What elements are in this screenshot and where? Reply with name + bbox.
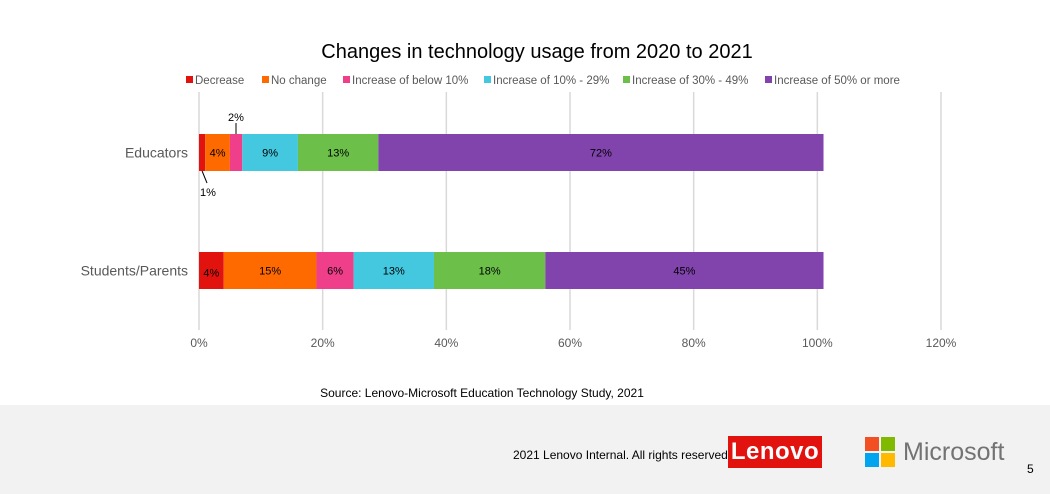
x-tick-label: 0% [190, 336, 208, 350]
category-label: Educators [125, 145, 188, 161]
bar-segment [316, 252, 354, 289]
legend-swatch [262, 76, 269, 83]
legend-label: No change [271, 75, 327, 87]
bar-segment [199, 134, 206, 171]
category-label: Students/Parents [81, 263, 188, 279]
bar-segment [433, 252, 546, 289]
data-label: 6% [327, 266, 343, 278]
bar-segment [205, 134, 230, 171]
data-label: 4% [210, 148, 226, 160]
legend-label: Increase of 50% or more [774, 75, 900, 87]
legend-label: Decrease [195, 75, 244, 87]
bar-segment [242, 134, 298, 171]
bar-segment [353, 252, 434, 289]
x-tick-label: 20% [311, 336, 335, 350]
data-label: 4% [203, 268, 219, 280]
legend-swatch [343, 76, 350, 83]
data-label: 13% [383, 266, 405, 278]
data-label: 1% [200, 187, 216, 199]
lenovo-logo: Lenovo [728, 436, 822, 468]
copyright-text: 2021 Lenovo Internal. All rights reserve… [513, 448, 732, 462]
legend-swatch [186, 76, 193, 83]
data-label: 13% [327, 148, 349, 160]
legend-label: Increase of 10% - 29% [493, 75, 609, 87]
data-label: 2% [228, 112, 244, 124]
x-tick-label: 40% [434, 336, 458, 350]
bar-segment [229, 134, 243, 171]
data-label: 45% [673, 266, 695, 278]
source-note: Source: Lenovo-Microsoft Education Techn… [320, 386, 644, 400]
bar-segment [378, 134, 824, 171]
x-tick-label: 60% [558, 336, 582, 350]
microsoft-wordmark: Microsoft [903, 437, 1005, 466]
x-tick-label: 120% [926, 336, 957, 350]
page-number: 5 [1027, 462, 1034, 476]
x-tick-label: 80% [682, 336, 706, 350]
bar-segment [199, 252, 224, 289]
legend-label: Increase of below 10% [352, 75, 468, 87]
stacked-bar-chart: Changes in technology usage from 2020 to… [81, 41, 957, 350]
bar-segment [297, 134, 379, 171]
data-label: 72% [590, 148, 612, 160]
bar-segment [223, 252, 317, 289]
legend-swatch [623, 76, 630, 83]
bar-segment [545, 252, 824, 289]
data-label: 9% [262, 148, 278, 160]
legend-label: Increase of 30% - 49% [632, 75, 748, 87]
chart-title: Changes in technology usage from 2020 to… [321, 41, 752, 63]
legend-swatch [765, 76, 772, 83]
legend-swatch [484, 76, 491, 83]
data-label: 15% [259, 266, 281, 278]
x-tick-label: 100% [802, 336, 833, 350]
microsoft-squares-icon [865, 437, 895, 467]
leader-line [201, 170, 208, 184]
microsoft-logo: Microsoft [865, 437, 1004, 467]
data-label: 18% [479, 266, 501, 278]
